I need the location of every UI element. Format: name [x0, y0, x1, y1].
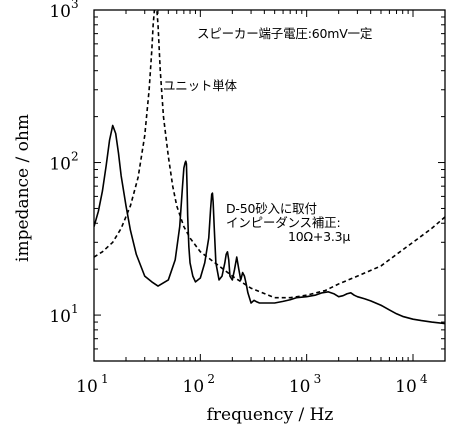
- y-tick-label-exponent: 3: [71, 0, 79, 11]
- x-axis-label: frequency / Hz: [207, 405, 334, 425]
- x-tick-label-exponent: 3: [314, 372, 322, 386]
- x-tick-label: 10: [289, 377, 311, 397]
- annotation-enclosure-text-3: 10Ω+3.3μ: [288, 229, 351, 244]
- plot-frame: [93, 9, 446, 362]
- series-line-2: [94, 124, 445, 325]
- annotation-condition-line: スピーカー端子電圧:60mV一定: [197, 26, 373, 41]
- y-axis-label: impedance / ohm: [13, 114, 33, 262]
- annotation-condition: スピーカー端子電圧:60mV一定: [197, 27, 372, 41]
- y-tick-label: 10: [49, 2, 71, 22]
- x-tick-label-exponent: 2: [207, 372, 215, 386]
- y-tick-label: 10: [49, 155, 71, 175]
- y-tick-label-exponent: 1: [71, 302, 79, 316]
- series-line-1: [94, 10, 445, 299]
- annotation-enclosure-line-3: 10Ω+3.3μ: [288, 230, 350, 244]
- annotation-enclosure-text-2: インピーダンス補正:: [226, 215, 341, 230]
- x-tick-label: 10: [395, 377, 417, 397]
- y-tick-label: 10: [49, 307, 71, 327]
- annotation-unit-line: ユニット単体: [163, 78, 237, 93]
- y-tick-label-exponent: 2: [71, 150, 79, 164]
- annotation-enclosure-line-1: D-50砂入に取付: [226, 202, 317, 216]
- annotation-unit: ユニット単体: [163, 79, 237, 93]
- tick-labels: 10 1 10 2 10 3 10 410 110 210 3: [49, 0, 428, 397]
- x-tick-label-exponent: 1: [101, 372, 109, 386]
- x-tick-label: 10: [183, 377, 205, 397]
- annotation-enclosure-line-2: インピーダンス補正:: [226, 215, 341, 230]
- annotation-enclosure-text-1: D-50砂入に取付: [226, 201, 317, 216]
- series-layer: [94, 10, 445, 325]
- x-tick-label: 10: [76, 377, 98, 397]
- minor-ticks: [93, 9, 446, 362]
- x-tick-label-exponent: 4: [420, 372, 428, 386]
